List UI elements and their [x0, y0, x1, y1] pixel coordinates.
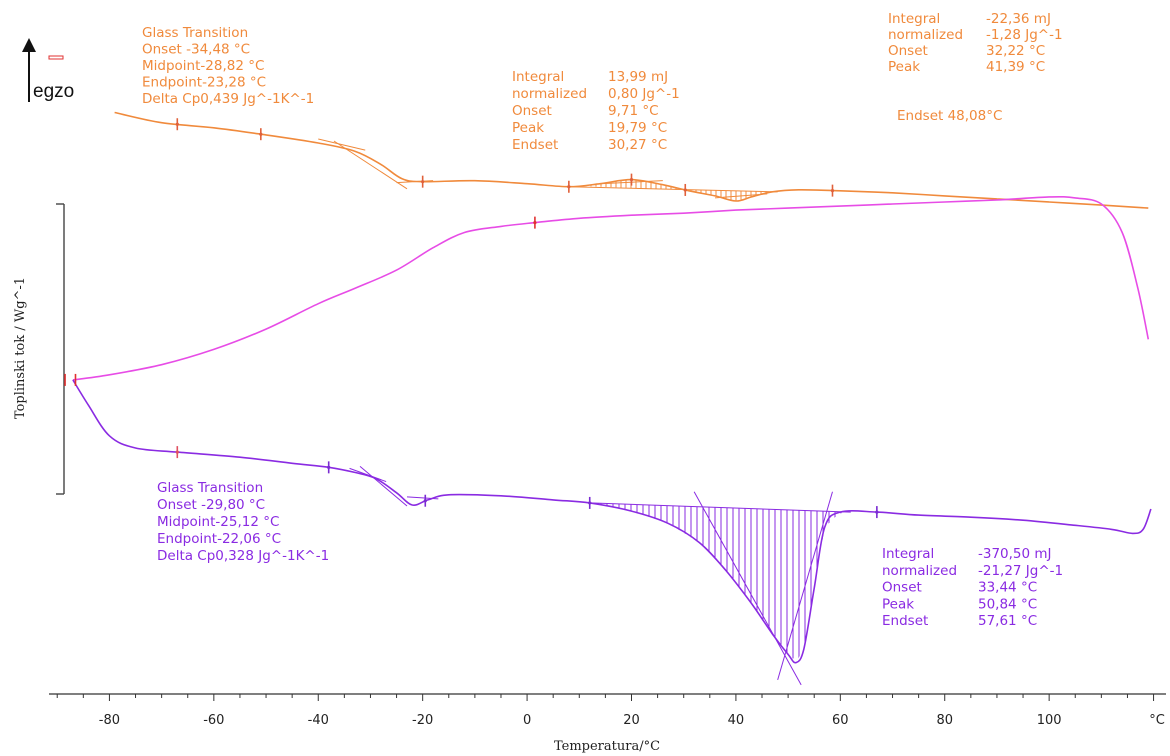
ann-purple-p-line-4: Endset [882, 613, 928, 629]
ann-orange-p2-line-1: normalized [888, 27, 963, 43]
ann-purple-gt-line-1: Onset -29,80 °C [157, 497, 265, 513]
ann-orange-p1-line-0: 13,99 mJ [608, 69, 668, 85]
orange-peak2-tangent [714, 193, 768, 199]
purple-marker-4-dot [875, 510, 879, 514]
purple-marker-3-dot [588, 501, 592, 505]
ann-orange-p2-line-1: -1,28 Jg^-1 [986, 27, 1063, 43]
orange-marker-5-dot [683, 188, 687, 192]
analysis-markers [64, 118, 879, 519]
series-magenta-line [72, 195, 1150, 381]
exo-arrow-icon [22, 38, 36, 102]
orange-marker-0-dot [175, 122, 179, 126]
ann-orange-p1-line-1: normalized [512, 86, 587, 102]
purple-marker-1-dot [327, 465, 331, 469]
ann-purple-p-line-0: -370,50 mJ [978, 546, 1052, 562]
y-axis-label: Toplinski tok / Wg^-1 [13, 277, 28, 419]
ann-orange-p1-line-3: Peak [512, 120, 544, 136]
ann-orange-p1-line-4: Endset [512, 137, 558, 153]
ann-orange-p2-line-3: 41,39 °C [986, 59, 1045, 75]
purple-peak-tangent-left [693, 491, 802, 686]
ann-purple-p-line-1: -21,27 Jg^-1 [978, 563, 1063, 579]
purple-peak-tangent-right [777, 491, 833, 680]
ann-orange-p1-line-4: 30,27 °C [608, 137, 667, 153]
orange-peak-baseline [568, 186, 778, 193]
x-tick-label: 100 [1037, 713, 1062, 728]
orange-tangent-3 [396, 180, 434, 184]
purple-tangent-3 [406, 496, 439, 500]
x-axis-unit: °C [1149, 713, 1165, 728]
ann-purple-gt-line-4: Delta Cp0,328 Jg^-1K^-1 [157, 548, 329, 564]
ann-orange-gt-line-0: Glass Transition [142, 25, 248, 41]
x-tick-label: 40 [728, 713, 745, 728]
x-axis-ticks: -80 -60 -40 -20 0 20 40 60 80 100 [56, 694, 1155, 728]
ann-orange-p2-line-0: -22,36 mJ [986, 11, 1051, 27]
orange-marker-6-dot [830, 189, 835, 193]
legend-marker [48, 55, 64, 60]
x-axis-label: Temperatura/°C [554, 739, 660, 754]
orange-peak2-endset: Endset 48,08°C [897, 108, 1002, 124]
ann-purple-p-line-4: 57,61 °C [978, 613, 1037, 629]
ann-purple-p-line-1: normalized [882, 563, 957, 579]
orange-marker-2-dot [421, 180, 425, 184]
ann-purple-gt-line-2: Midpoint-25,12 °C [157, 514, 279, 530]
y-axis-bracket [56, 203, 65, 495]
magenta-marker-0-dot [533, 221, 537, 225]
orange-marker-1-dot [259, 132, 263, 136]
ann-purple-p-line-3: 50,84 °C [978, 596, 1037, 612]
ann-orange-p2-line-3: Peak [888, 59, 920, 75]
ann-purple-p-line-2: Onset [882, 580, 922, 596]
ann-orange-gt-line-3: Endpoint-23,28 °C [142, 75, 266, 91]
purple-marker-0-dot [175, 450, 179, 454]
purple-marker-2-dot [423, 499, 427, 503]
exo-label: egzo [33, 81, 74, 102]
orange-tangent-1 [318, 138, 366, 151]
purple-tangent-2 [359, 465, 408, 507]
ann-orange-gt-line-4: Delta Cp0,439 Jg^-1K^-1 [142, 91, 314, 107]
ann-purple-gt-line-0: Glass Transition [157, 480, 263, 496]
x-tick-label: 0 [523, 713, 531, 728]
x-tick-label: -20 [412, 713, 433, 728]
ann-purple-p-line-3: Peak [882, 596, 914, 612]
orange-marker-4-dot [629, 178, 634, 182]
ann-orange-gt-line-1: Onset -34,48 °C [142, 42, 250, 58]
ann-orange-p1-line-2: Onset [512, 103, 552, 119]
ann-purple-p-line-2: 33,44 °C [978, 580, 1037, 596]
purple-peak-area [589, 502, 851, 659]
series-purple-line [72, 379, 1152, 664]
ann-orange-gt-line-2: Midpoint-28,82 °C [142, 58, 264, 74]
x-tick-label: 80 [936, 713, 953, 728]
orange-marker-3-dot [567, 185, 571, 189]
ann-purple-gt-line-3: Endpoint-22,06 °C [157, 531, 281, 547]
purple-tangent-1 [349, 467, 387, 483]
orange-tangent-2 [333, 140, 408, 190]
ann-purple-p-line-0: Integral [882, 546, 934, 562]
ann-orange-p2-line-2: 32,22 °C [986, 43, 1045, 59]
ann-orange-p2-line-2: Onset [888, 43, 928, 59]
ann-orange-p1-line-2: 9,71 °C [608, 103, 659, 119]
x-tick-label: -80 [99, 713, 120, 728]
purple-peak-baseline [589, 502, 851, 513]
x-tick-label: -40 [308, 713, 329, 728]
x-tick-label: 60 [832, 713, 849, 728]
orange-peak2-area [685, 190, 779, 201]
ann-orange-p1-line-3: 19,79 °C [608, 120, 667, 136]
ann-orange-p2-line-0: Integral [888, 11, 940, 27]
x-tick-label: 20 [623, 713, 640, 728]
ann-orange-p1-line-0: Integral [512, 69, 564, 85]
x-tick-label: -60 [203, 713, 224, 728]
ann-orange-p1-line-1: 0,80 Jg^-1 [608, 86, 680, 102]
